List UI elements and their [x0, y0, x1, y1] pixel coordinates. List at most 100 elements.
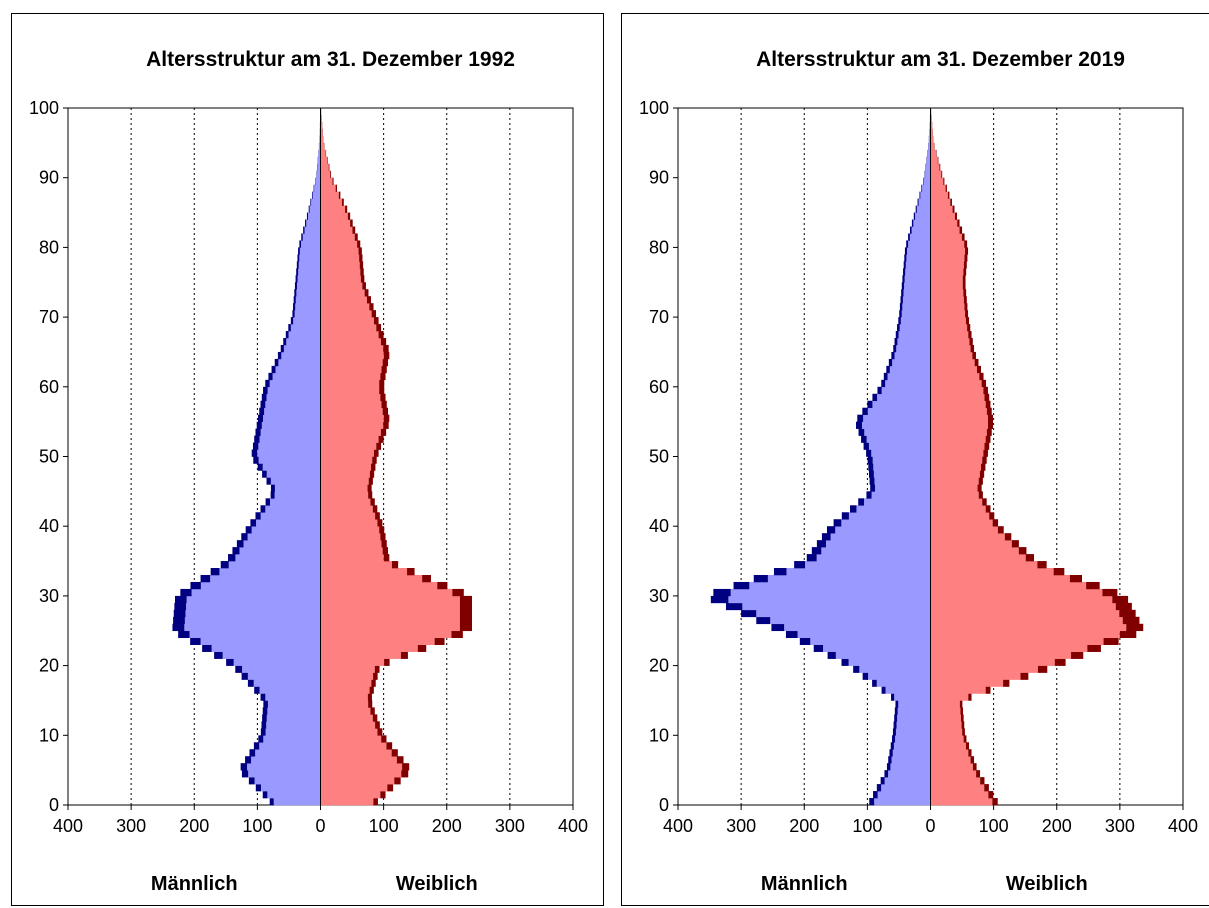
bar-female-age-37	[320, 540, 382, 548]
bar-male-age-18	[868, 672, 931, 680]
bar-male-age-56	[264, 407, 321, 415]
bar-male-excess-age-66	[894, 338, 898, 346]
bar-male-excess-age-19	[235, 665, 243, 673]
y-tick-label: 100	[29, 98, 59, 118]
bar-female-age-81	[320, 233, 355, 241]
bar-female-age-45	[930, 484, 978, 492]
bar-female-age-74	[930, 282, 963, 290]
bar-female-age-75	[930, 275, 963, 283]
bar-male-age-70	[294, 310, 321, 318]
bar-male-excess-age-40	[833, 519, 842, 527]
bar-female-excess-age-31	[1086, 581, 1100, 590]
bar-male-age-60	[885, 379, 931, 388]
bar-male-age-49	[258, 456, 321, 464]
bar-female-age-6	[320, 756, 397, 764]
bar-female-excess-age-84	[954, 212, 958, 220]
bar-male-excess-age-4	[884, 770, 889, 778]
bar-male-age-7	[892, 749, 931, 757]
bar-male-excess-age-34	[220, 561, 229, 569]
bar-female-excess-age-67	[378, 331, 384, 339]
bar-male-age-37	[825, 540, 931, 548]
bar-male-excess-age-59	[263, 386, 268, 395]
bar-male-age-72	[902, 296, 931, 304]
bar-female-age-83	[930, 219, 958, 227]
bar-female-excess-age-11	[961, 721, 965, 729]
bar-female-excess-age-65	[970, 344, 975, 353]
bar-male-age-31	[749, 581, 931, 590]
bar-male-age-50	[871, 449, 931, 457]
bar-male-excess-age-10	[892, 728, 896, 736]
bar-female-excess-age-15	[968, 693, 972, 701]
bar-female-age-24	[320, 630, 452, 639]
bar-female-age-53	[930, 428, 987, 436]
bar-male-age-72	[295, 296, 321, 304]
bar-female-age-64	[320, 351, 384, 360]
bar-female-age-37	[930, 540, 1012, 548]
bar-female-age-54	[930, 421, 988, 429]
bar-female-excess-age-51	[376, 442, 382, 450]
bar-female-excess-age-75	[360, 275, 365, 283]
bar-female-age-30	[930, 588, 1103, 597]
bar-female-excess-age-52	[378, 435, 384, 443]
bar-male-excess-age-76	[903, 268, 906, 276]
bar-male-age-5	[247, 763, 321, 771]
bar-male-age-42	[265, 505, 321, 513]
bar-female-excess-age-41	[375, 512, 380, 520]
bar-female-excess-age-39	[379, 526, 385, 534]
bar-female-age-8	[930, 742, 966, 750]
bar-female-age-62	[930, 365, 977, 374]
bar-female-age-58	[930, 393, 985, 402]
bar-male-excess-age-46	[266, 477, 271, 485]
bar-male-age-70	[901, 310, 931, 318]
bar-male-age-20	[233, 658, 321, 666]
bar-female-excess-age-74	[962, 282, 966, 290]
bar-male-excess-age-45	[270, 484, 275, 492]
bar-female-age-69	[930, 317, 966, 325]
bar-male-age-41	[260, 512, 321, 520]
bar-female-age-17	[930, 679, 1004, 687]
bar-male-age-48	[873, 463, 931, 471]
bar-female-excess-age-68	[376, 324, 382, 332]
bar-female-excess-age-58	[984, 393, 990, 402]
bar-male-age-1	[267, 791, 321, 799]
bar-male-excess-age-14	[263, 700, 268, 708]
bar-male-age-82	[911, 226, 931, 234]
bar-female-excess-age-0	[992, 798, 998, 806]
bar-male-age-66	[286, 338, 321, 346]
bar-male-age-56	[867, 407, 931, 415]
bar-female-age-71	[930, 303, 965, 311]
x-tick-label: 200	[179, 816, 209, 836]
bar-male-age-33	[786, 568, 931, 576]
bar-male-age-11	[896, 721, 931, 729]
y-tick-label: 0	[49, 795, 59, 815]
bar-female-age-73	[320, 289, 365, 297]
bar-male-age-45	[274, 484, 321, 492]
bar-female-age-46	[320, 477, 369, 485]
bar-male-age-76	[905, 268, 931, 276]
bar-male-age-3	[884, 777, 931, 785]
bar-female-excess-age-65	[383, 344, 389, 353]
bar-female-age-69	[320, 317, 374, 325]
bar-male-excess-age-23	[190, 637, 201, 645]
bar-female-age-9	[930, 735, 964, 743]
bar-male-excess-age-81	[301, 233, 303, 241]
bar-female-age-98	[320, 114, 322, 123]
bar-female-excess-age-32	[1069, 574, 1082, 583]
bar-male-age-49	[872, 456, 931, 464]
bar-female-age-16	[320, 686, 370, 694]
bar-female-age-33	[930, 568, 1054, 576]
bar-female-excess-age-8	[386, 742, 393, 750]
bar-male-excess-age-55	[258, 414, 264, 422]
bar-female-excess-age-62	[381, 365, 387, 374]
bar-male-age-43	[269, 498, 321, 506]
bar-female-age-32	[320, 574, 423, 583]
bar-female-age-27	[930, 609, 1120, 618]
bar-male-excess-age-42	[850, 505, 857, 513]
bar-female-excess-age-46	[368, 477, 373, 485]
bar-male-age-94	[319, 142, 321, 151]
bar-female-excess-age-16	[369, 686, 374, 694]
bar-male-age-47	[266, 470, 321, 478]
bar-male-age-83	[913, 219, 931, 227]
bar-male-excess-age-47	[262, 470, 267, 478]
bar-male-excess-age-50	[866, 449, 872, 457]
